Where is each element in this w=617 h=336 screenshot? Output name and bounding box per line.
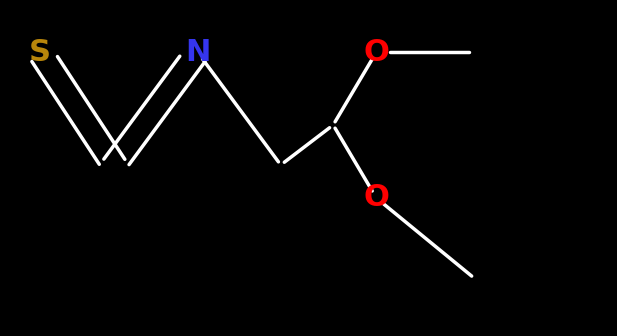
Text: N: N xyxy=(184,38,210,67)
Text: O: O xyxy=(363,183,389,212)
Text: O: O xyxy=(363,38,389,67)
Text: S: S xyxy=(29,38,51,67)
